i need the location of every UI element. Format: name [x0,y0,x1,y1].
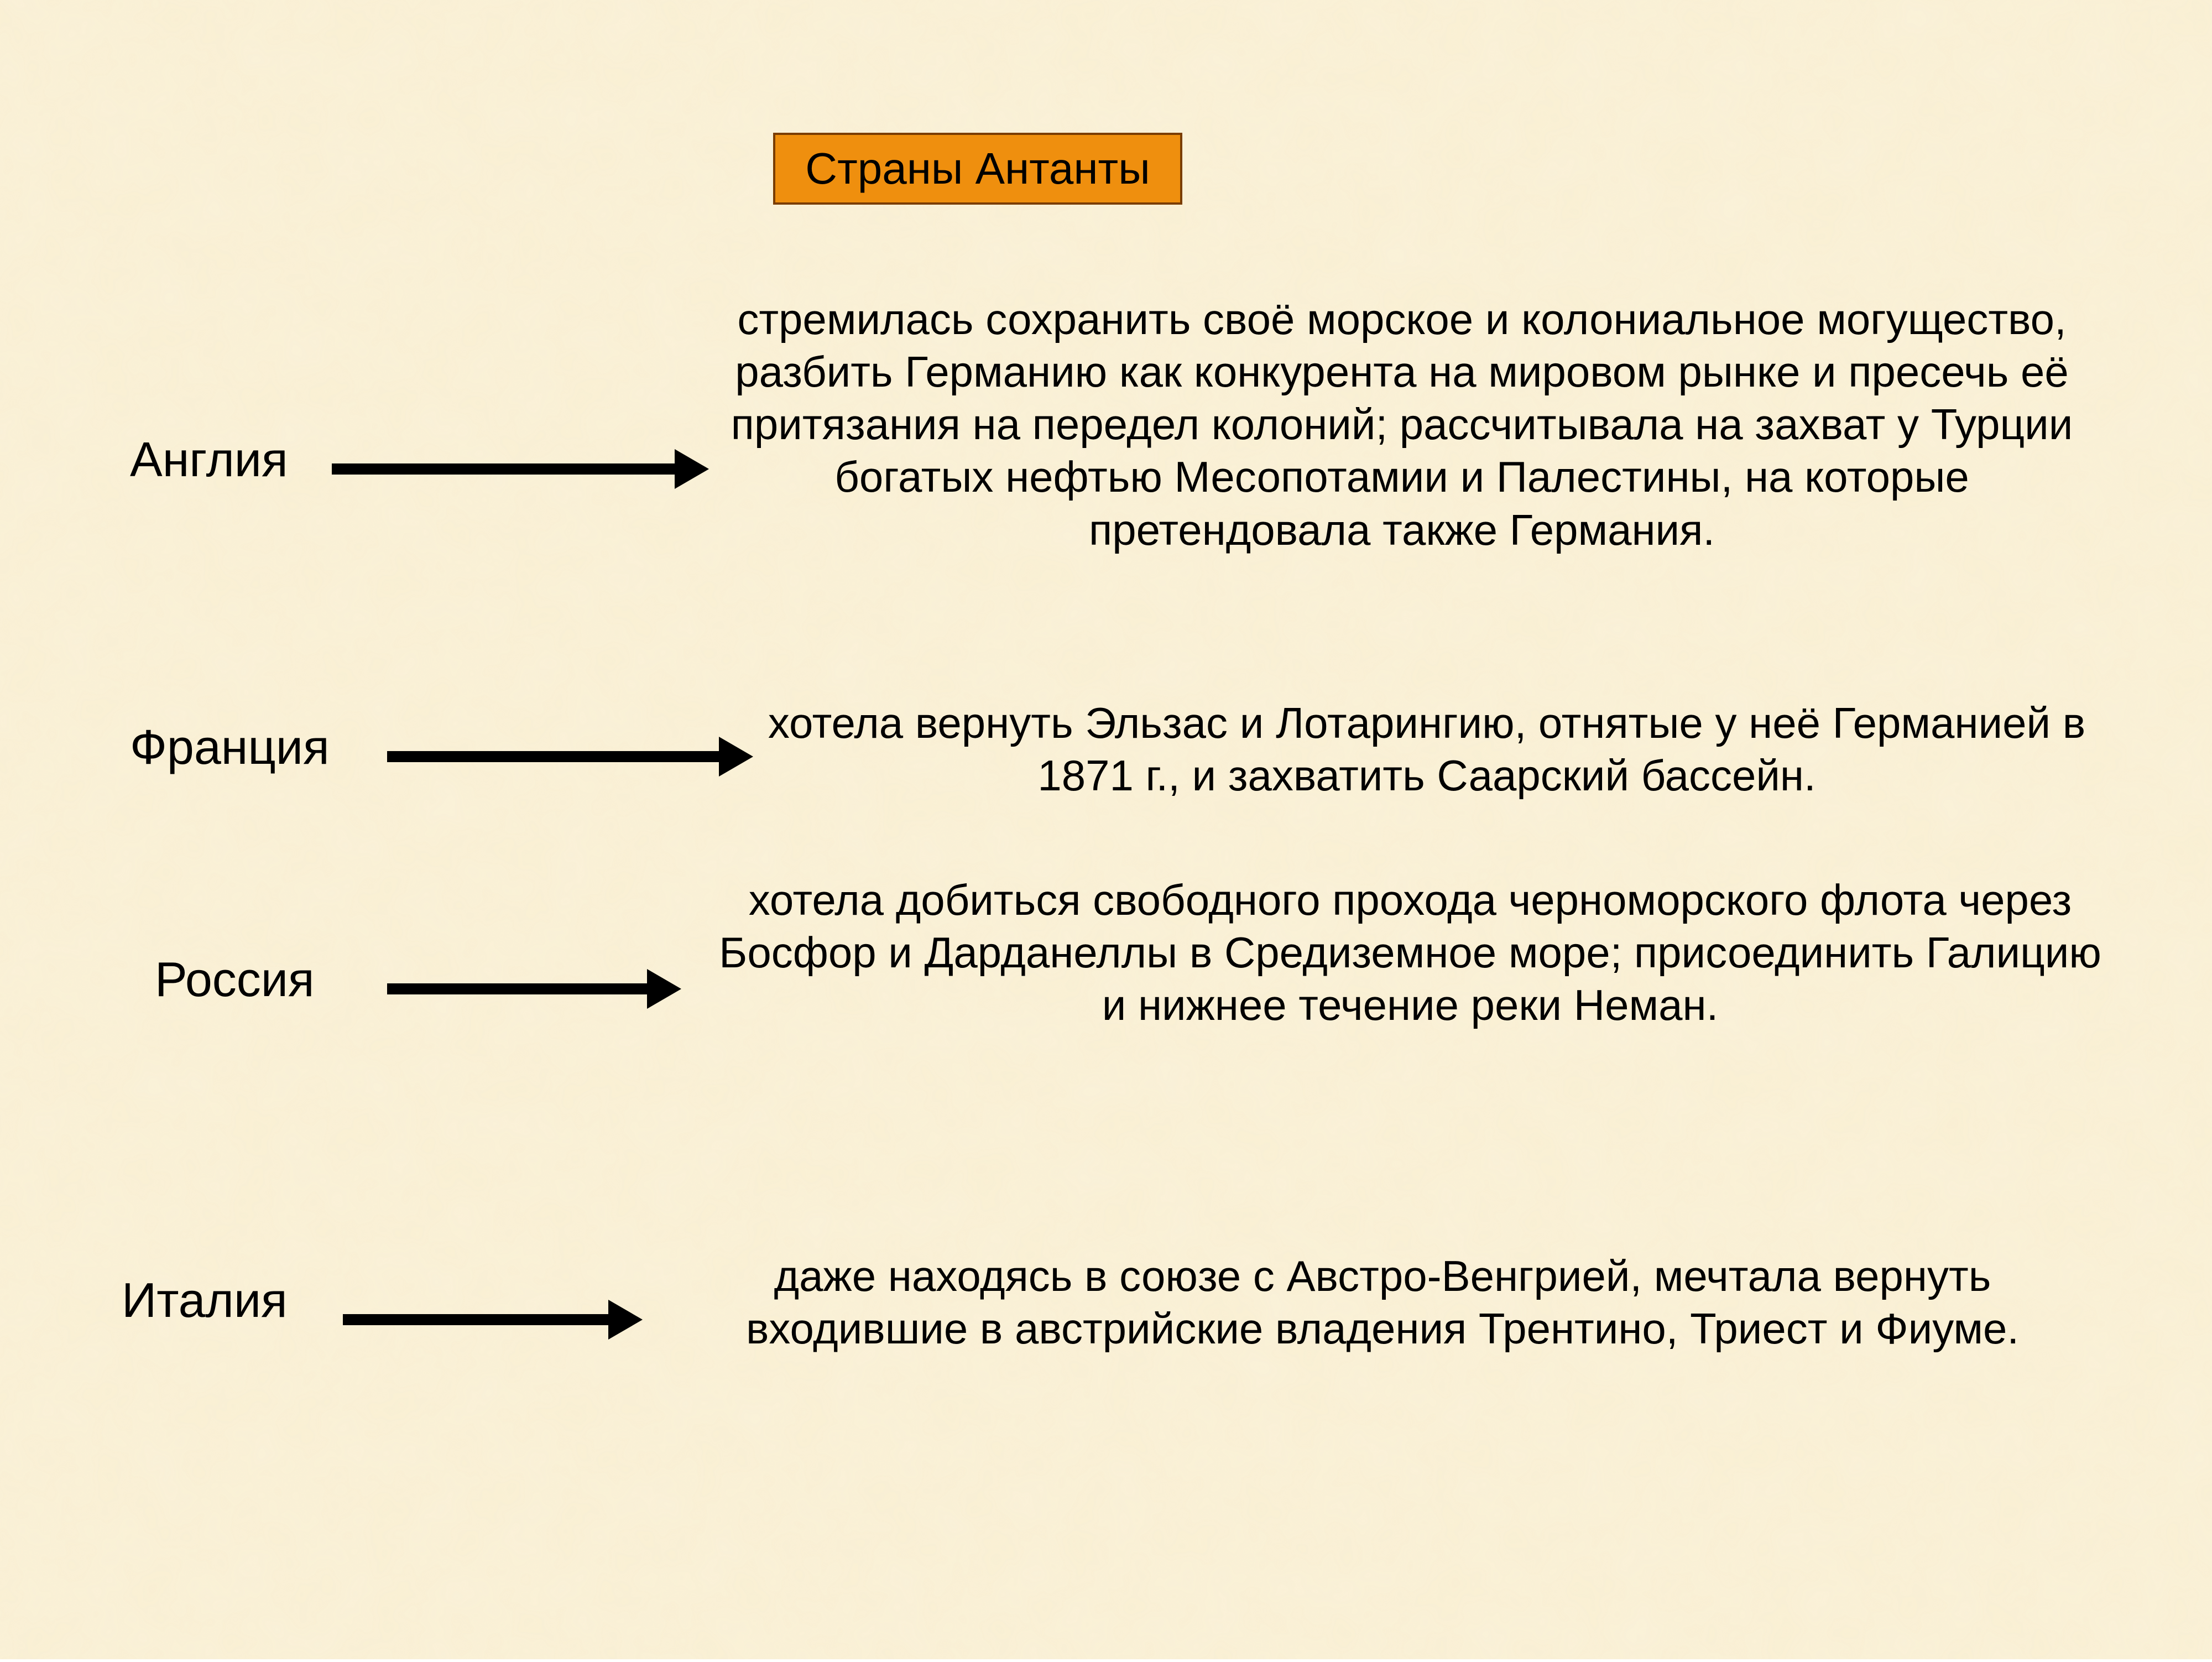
arrow-shaft [343,1314,608,1325]
country-label-england: Англия [130,431,288,488]
country-label-france: Франция [130,719,330,775]
arrow-england [332,449,709,489]
arrow-shaft [332,463,675,475]
arrow-shaft [387,983,647,994]
arrow-shaft [387,751,719,762]
description-russia: хотела добиться свободного прохода черно… [708,874,2112,1031]
title-box: Страны Антанты [773,133,1182,205]
description-france: хотела вернуть Эльзас и Лотарингию, отня… [735,697,2118,802]
arrow-italy [343,1300,643,1340]
country-label-russia: Россия [155,951,315,1008]
arrow-head-icon [675,449,709,489]
description-england: стремилась сохранить своё морское и коло… [719,293,2085,556]
arrow-head-icon [647,969,681,1009]
title-text: Страны Антанты [805,143,1150,194]
arrow-head-icon [608,1300,643,1340]
description-italy: даже находясь в союзе с Австро-Венгрией,… [658,1250,2107,1355]
arrow-russia [387,969,681,1009]
country-label-italy: Италия [122,1272,288,1328]
arrow-france [387,737,753,777]
